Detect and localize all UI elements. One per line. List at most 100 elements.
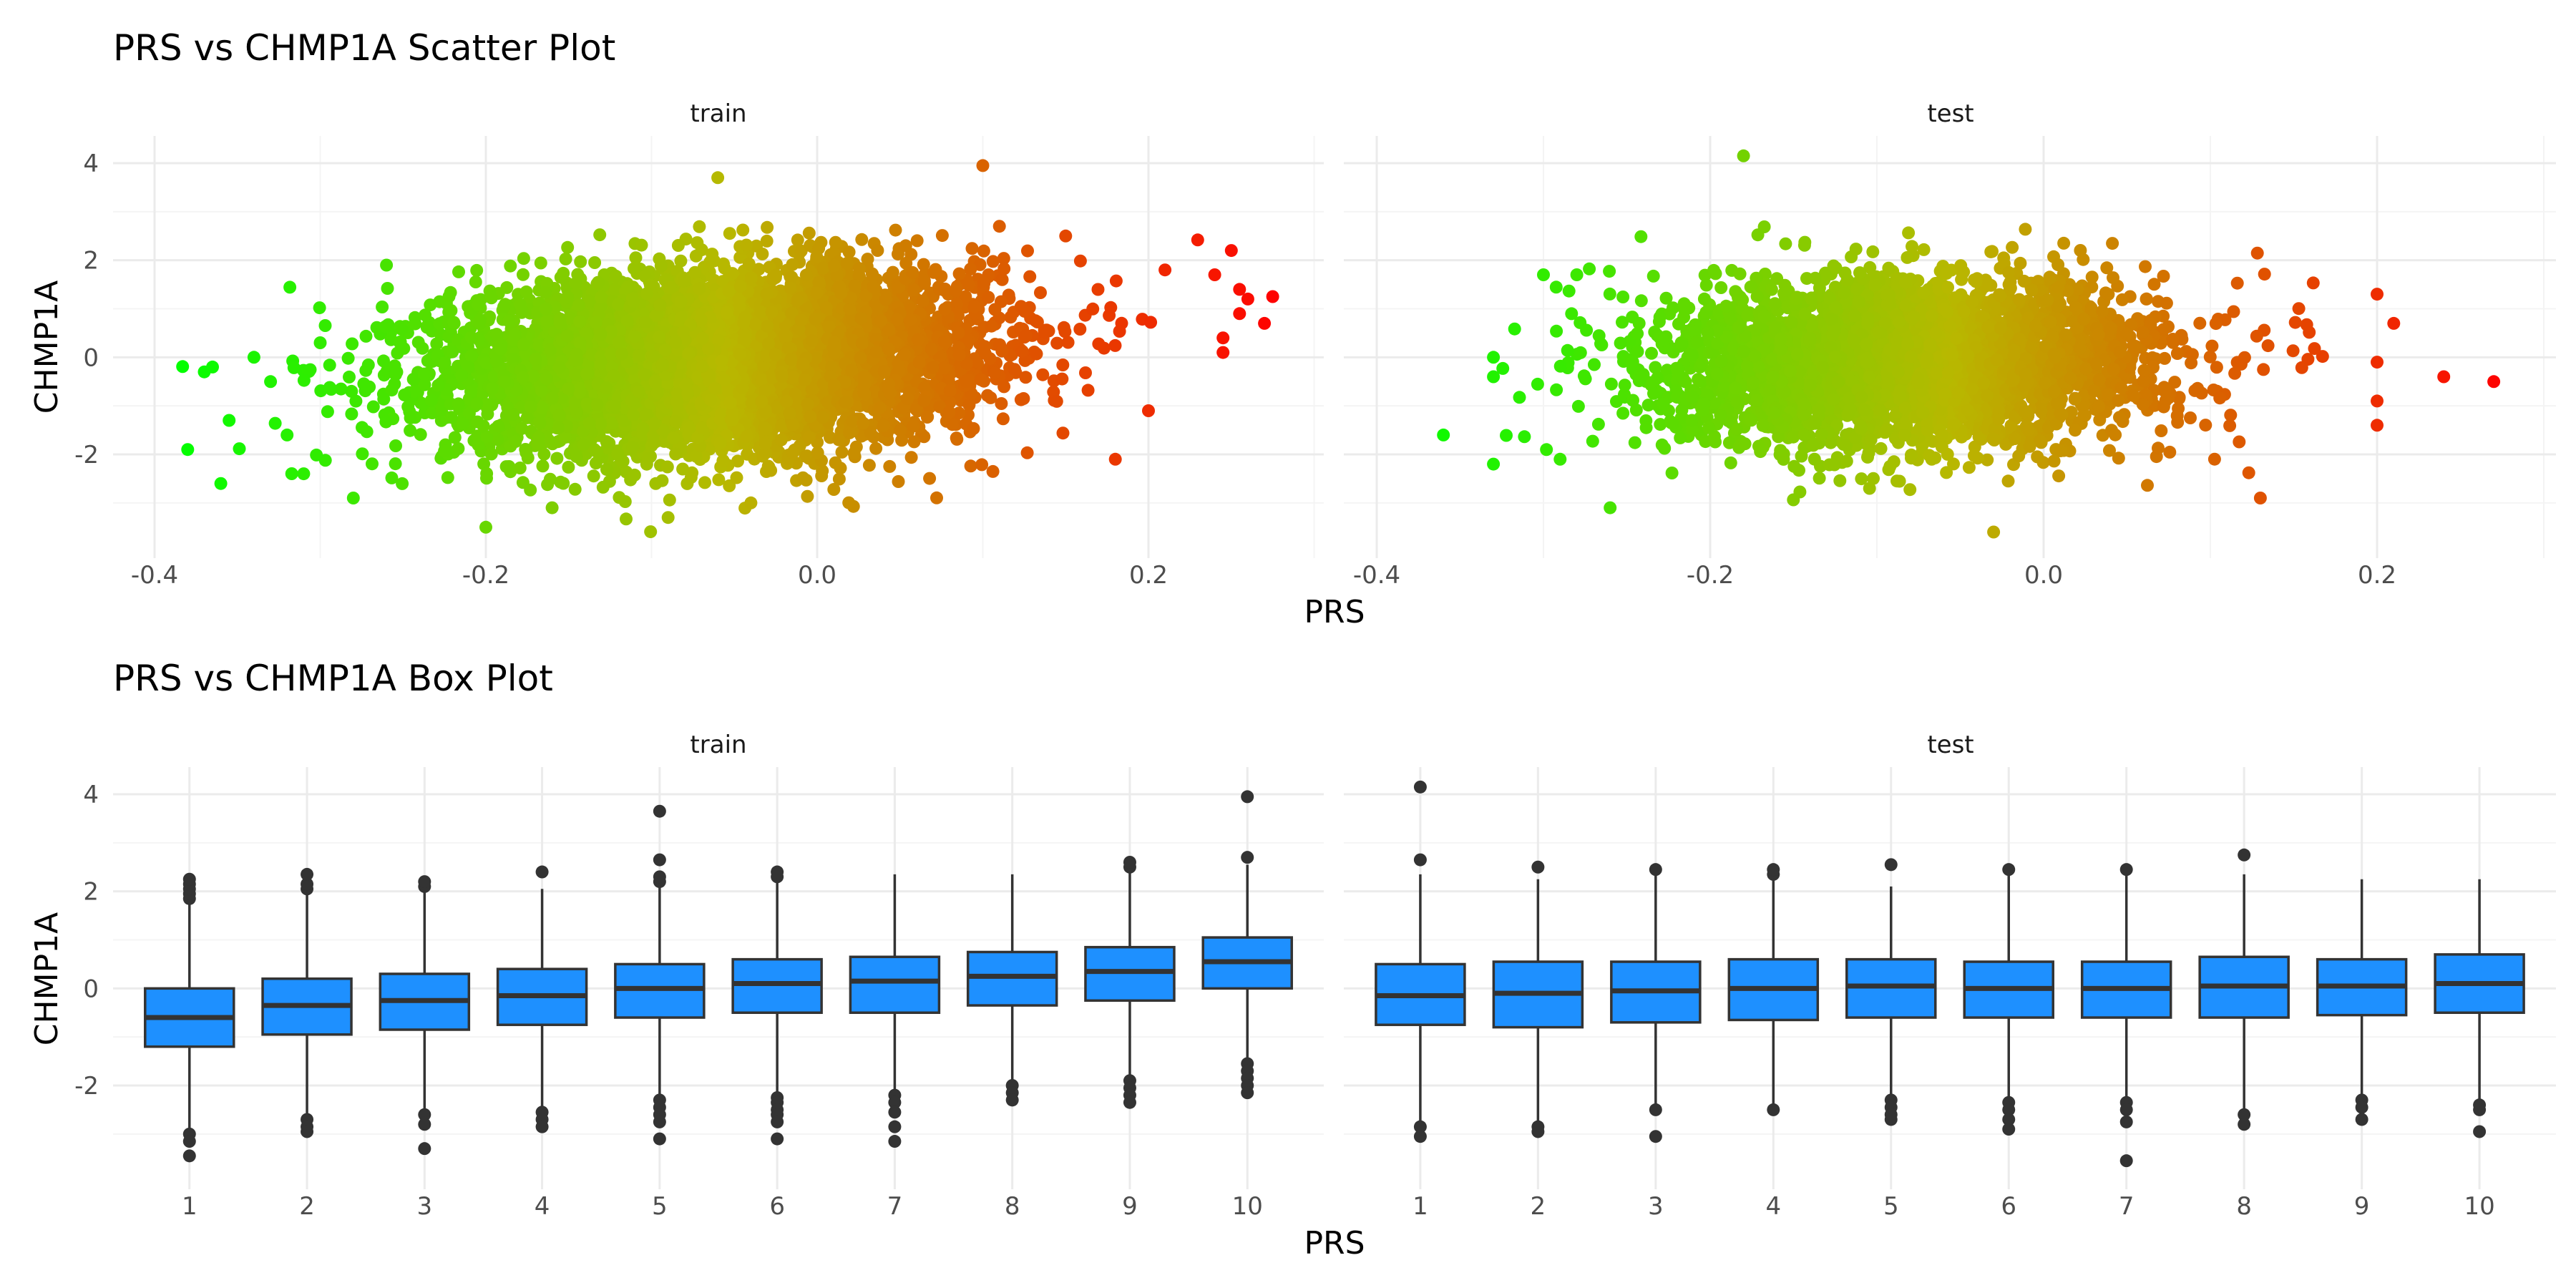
scatter-title: PRS vs CHMP1A Scatter Plot: [113, 27, 615, 69]
scatter-point: [1079, 366, 1092, 379]
scatter-point: [816, 261, 830, 275]
scatter-point: [997, 252, 1010, 265]
scatter-point: [635, 238, 648, 252]
scatter-strip-test: test: [1927, 99, 1974, 128]
scatter-point: [233, 442, 246, 456]
scatter-point: [469, 275, 482, 288]
scatter-point: [1108, 338, 1122, 352]
scatter-point: [1050, 394, 1063, 408]
scatter-point: [313, 301, 326, 315]
scatter-point: [861, 253, 874, 266]
scatter-point: [377, 354, 390, 368]
scatter-point: [517, 268, 530, 281]
scatter-point: [981, 389, 995, 402]
scatter-point: [791, 233, 804, 247]
scatter-point: [561, 240, 575, 254]
scatter-point: [671, 239, 685, 252]
scatter-point: [268, 416, 282, 430]
scatter-point: [310, 448, 323, 462]
scatter-point: [360, 425, 374, 439]
scatter-point: [404, 411, 417, 425]
scatter-point: [1081, 384, 1095, 397]
scatter-point: [532, 437, 545, 451]
scatter-point: [569, 276, 582, 290]
scatter-point: [1109, 274, 1123, 288]
scatter-point: [892, 475, 905, 488]
scatter-point: [550, 452, 564, 465]
scatter-point: [995, 273, 1009, 286]
scatter-point: [536, 459, 550, 473]
scatter-point: [448, 431, 462, 444]
scatter-point: [950, 431, 963, 445]
scatter-point: [1008, 363, 1021, 376]
scatter-point: [1115, 316, 1128, 330]
scatter-point: [283, 280, 297, 294]
scatter-point: [297, 374, 311, 387]
scatter-point: [712, 473, 726, 487]
scatter-point: [570, 450, 583, 464]
scatter-point: [1092, 337, 1106, 351]
scatter-point: [285, 467, 298, 480]
scatter-point: [442, 290, 456, 303]
scatter-point: [366, 457, 379, 471]
scatter-point: [977, 244, 990, 258]
scatter-point: [500, 280, 514, 294]
scatter-point: [420, 321, 434, 334]
scatter-point: [923, 472, 937, 485]
scatter-point: [827, 483, 841, 496]
scatter-point: [389, 439, 402, 452]
scatter-point: [587, 469, 600, 483]
scatter-point: [1144, 316, 1158, 329]
scatter-point: [760, 234, 774, 248]
scatter-point: [477, 457, 491, 471]
scatter-point: [964, 459, 977, 473]
scatter-point: [628, 262, 640, 275]
scatter-point: [484, 447, 498, 461]
scatter-point: [975, 458, 989, 472]
scatter-point: [600, 463, 613, 477]
scatter-point: [366, 400, 380, 414]
scatter-point: [398, 388, 411, 401]
scatter-point: [1058, 325, 1072, 338]
scatter-point: [698, 476, 711, 489]
scatter-point: [690, 449, 703, 463]
scatter-point: [176, 360, 190, 374]
scatter-point: [356, 447, 369, 461]
scatter-point: [730, 471, 743, 484]
scatter-point: [716, 454, 730, 467]
scatter-point: [1055, 372, 1069, 386]
scatter-point: [376, 301, 389, 313]
scatter-panel-train: [113, 136, 1324, 558]
scatter-point: [935, 229, 949, 243]
scatter-point: [472, 298, 484, 311]
scatter-point: [588, 256, 602, 269]
scatter-point: [628, 468, 641, 482]
scatter-point: [509, 435, 522, 449]
scatter-point: [917, 294, 930, 308]
scatter-point: [629, 251, 643, 265]
scatter-point: [965, 242, 979, 255]
scatter-point: [395, 323, 409, 336]
scatter-point: [404, 424, 417, 437]
scatter-point: [513, 462, 527, 474]
scatter-point: [574, 255, 587, 268]
scatter-point: [345, 384, 358, 398]
scatter-point: [446, 345, 459, 358]
scatter-point: [349, 394, 363, 408]
scatter-point: [361, 358, 375, 371]
scatter-point: [842, 245, 856, 259]
scatter-point: [802, 226, 816, 240]
scatter-point: [731, 454, 744, 468]
scatter-point: [904, 451, 918, 464]
scatter-point: [318, 319, 332, 332]
scatter-point: [596, 480, 610, 494]
scatter-point: [829, 235, 842, 249]
scatter-point: [589, 457, 602, 470]
scatter-point: [1020, 446, 1034, 459]
scatter-point: [504, 259, 517, 273]
scatter-point: [499, 460, 513, 474]
scatter-point: [742, 257, 756, 270]
scatter-point: [801, 489, 814, 503]
